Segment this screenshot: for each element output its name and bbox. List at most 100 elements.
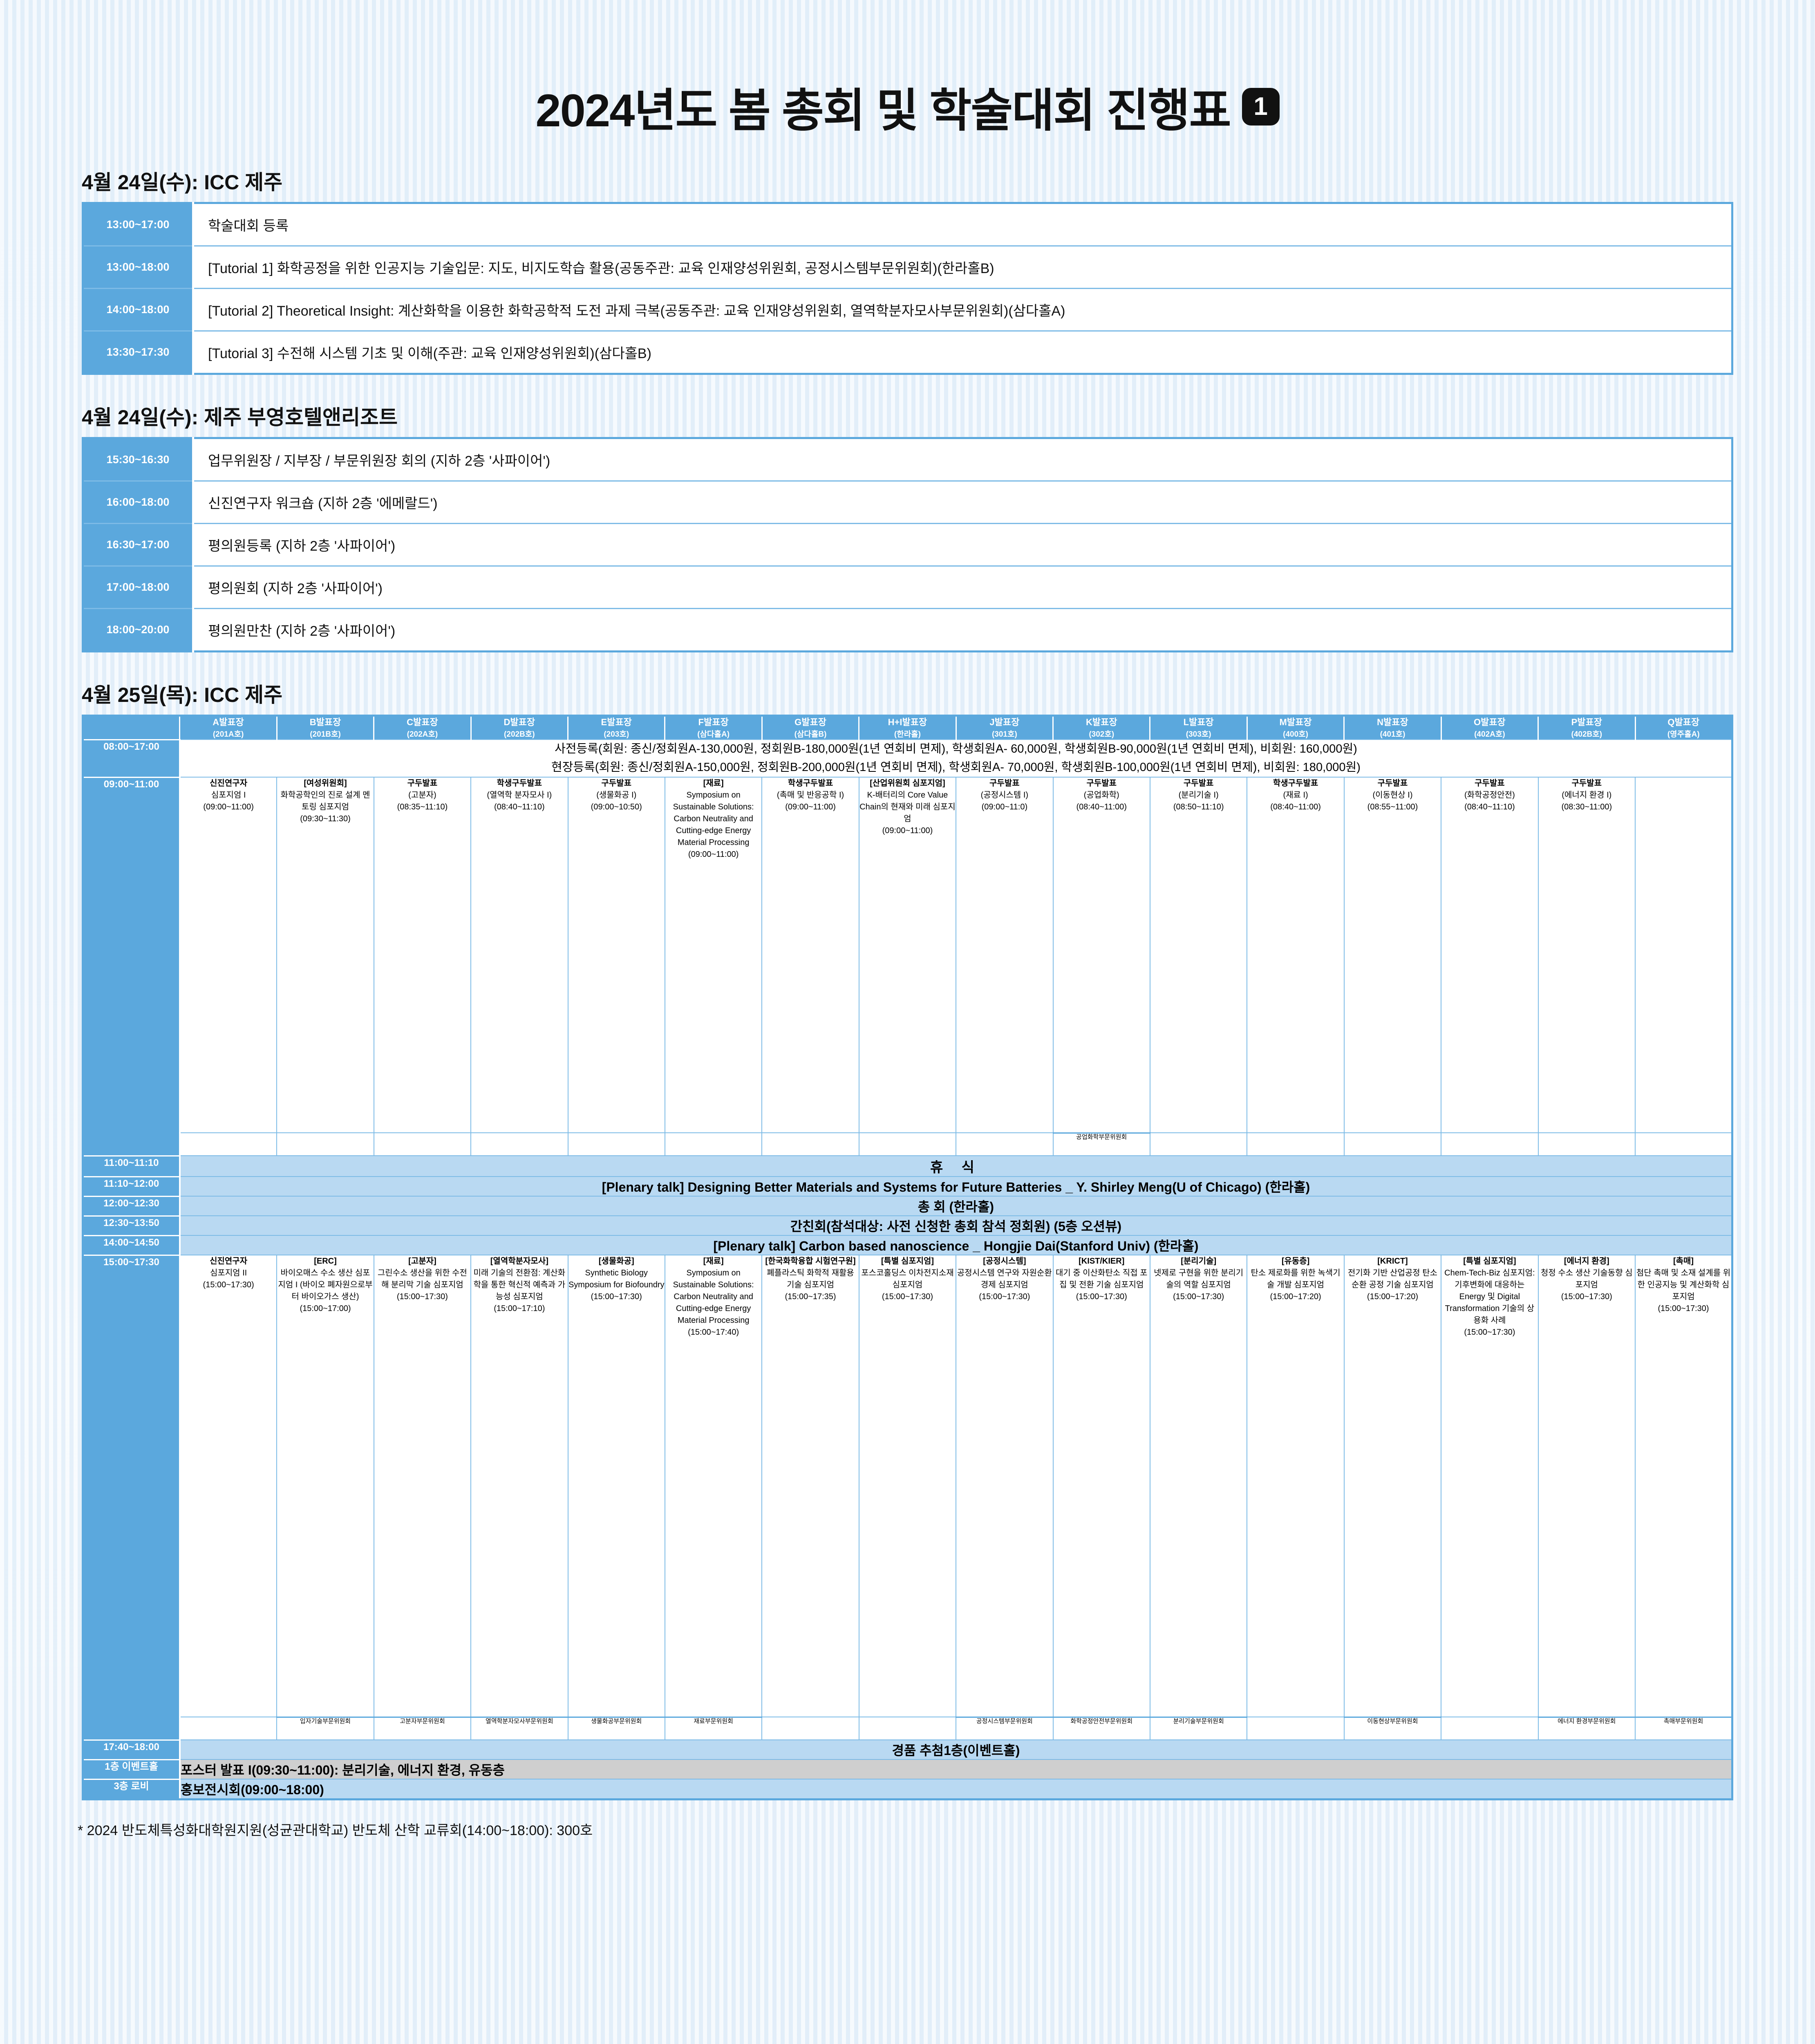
session-title: 공정시스템 연구와 자원순환 경제 심포지엄 <box>957 1269 1052 1290</box>
committee-label-13 <box>1343 1133 1442 1156</box>
row-time: 16:30~17:00 <box>83 523 194 567</box>
session-hours: (15:00~17:30) <box>1561 1292 1612 1302</box>
session-organizer: [공정시스템] <box>983 1257 1026 1266</box>
session-hours: (15:00~17:30) <box>1658 1304 1709 1313</box>
schedule-row: 15:30~16:30 업무위원장 / 지부장 / 부문위원장 회의 (지하 2층… <box>83 438 1732 482</box>
session-organizer: [특별 심포지엄] <box>1463 1257 1516 1266</box>
session-hours: (09:00~11:00) <box>688 850 739 859</box>
row-label-text: 총 회 (한라홀) <box>918 1199 994 1215</box>
column-header-14: O발표장 (402A호) <box>1440 715 1539 740</box>
session-organizer: 신진연구자 <box>210 1257 248 1266</box>
session-cell-5: [생물화공] Synthetic Biology Symposium for Bi… <box>567 1255 665 1718</box>
floor-content: 포스터 발표 I(09:30~11:00): 분리기술, 에너지 환경, 유동층 <box>179 1759 1733 1780</box>
hall-name: C발표장 <box>407 717 438 727</box>
floor-label: 3층 로비 <box>83 1778 181 1800</box>
committee-label-14 <box>1441 1717 1539 1741</box>
session-cell-13: 구두발표 (이동현상 I) (08:55~11:00) <box>1343 777 1442 1134</box>
committee-label-6: 재료부문위원회 <box>664 1716 763 1741</box>
session-organizer: [고분자] <box>408 1257 436 1266</box>
session-title: (열역학 분자모사 I) <box>487 791 552 800</box>
session-hours: (15:00~17:10) <box>494 1304 545 1313</box>
committee-label-11 <box>1149 1133 1248 1156</box>
row-time: 16:00~18:00 <box>83 481 194 524</box>
session-hours: (08:55~11:00) <box>1367 802 1418 812</box>
session-cell-15: [에너지 환경] 청정 수소 생산 기술동향 심포지엄 (15:00~17:30) <box>1537 1255 1636 1718</box>
session-organizer: 학생구두발표 <box>1273 779 1318 788</box>
row-time: 14:00~14:50 <box>83 1235 181 1256</box>
day1-icc-table: 13:00~17:00 학술대회 등록 13:00~18:00 [Tutorial 1… <box>82 202 1733 375</box>
session-cell-14: [특별 심포지엄] Chem-Tech-Biz 심포지엄: 기후변화에 대응하는 … <box>1441 1255 1539 1718</box>
session-cell-2: [ERC] 바이오매스 수소 생산 심포지엄 I (바이오 폐자원으로부터 바이오… <box>276 1255 374 1718</box>
room-number: (영주홀A) <box>1667 730 1700 739</box>
session-time: 15:00~17:30 <box>83 1254 181 1741</box>
room-number: (202B호) <box>504 730 535 739</box>
session-hours: (15:00~17:30) <box>396 1292 448 1302</box>
hall-name: O발표장 <box>1473 717 1506 727</box>
session-title: (촉매 및 반응공학 I) <box>777 791 844 800</box>
column-header-16: Q발표장 (영주홀A) <box>1634 715 1733 740</box>
room-number: (201A호) <box>213 730 244 739</box>
afternoon-session-row-committees: 입자기술부문위원회 고분자부문위원회 열역학분자모사부문위원회 생물화공부문위원회 재료… <box>83 1716 1733 1741</box>
grid-header-row: A발표장 (201A호) B발표장 (201B호) C발표장 (202A호) D발표장 (20… <box>82 715 1733 740</box>
session-organizer: [유동층] <box>1281 1257 1310 1266</box>
column-header-3: C발표장 (202A호) <box>373 715 472 740</box>
committee-label-10: 화학공정안전부문위원회 <box>1052 1716 1150 1741</box>
session-hours: (08:30~11:00) <box>1561 802 1612 812</box>
hall-name: B발표장 <box>309 717 341 727</box>
session-cell-3: [고분자] 그린수소 생산을 위한 수전해 분리막 기술 심포지엄 (15:00~1… <box>373 1255 472 1718</box>
row-description: [Tutorial 1] 화학공정을 위한 인공지능 기술입문: 지도, 비지도… <box>193 246 1732 289</box>
session-cell-1: 신진연구자 심포지엄 I (09:00~11:00) <box>179 777 278 1134</box>
column-header-11: L발표장 (303호) <box>1149 715 1248 740</box>
committee-label-5 <box>567 1133 665 1156</box>
room-number: (202A호) <box>407 730 438 739</box>
session-hours: (09:00~10:50) <box>591 802 642 812</box>
session-organizer: 구두발표 <box>1086 779 1117 788</box>
row-description: 업무위원장 / 지부장 / 부문위원장 회의 (지하 2층 '사파이어') <box>193 438 1732 482</box>
row-time: 13:00~18:00 <box>83 246 194 289</box>
committee-label-6 <box>664 1133 763 1156</box>
session-title: K-배터리의 Core Value Chain의 현재와 미래 심포지엄 <box>859 791 956 824</box>
session-cell-5: 구두발표 (생물화공 I) (09:00~10:50) <box>567 777 665 1134</box>
hall-name: F발표장 <box>698 717 729 727</box>
session-organizer: [ERC] <box>314 1257 337 1266</box>
column-header-9: J발표장 (301호) <box>955 715 1054 740</box>
room-number: (402A호) <box>1474 730 1505 739</box>
session-title: Chem-Tech-Biz 심포지엄: 기후변화에 대응하는 Energy 및 … <box>1444 1269 1535 1325</box>
committee-label-2 <box>276 1133 374 1156</box>
column-header-5: E발표장 (203호) <box>567 715 666 740</box>
column-header-1: A발표장 (201A호) <box>179 715 278 740</box>
session-cell-16: [촉매] 첨단 촉매 및 소재 설계를 위한 인공지능 및 계산화학 심포지엄 (1… <box>1635 1255 1733 1718</box>
section-heading: 4월 24일(수): ICC 제주 <box>82 171 283 194</box>
section-day1-hotel: 4월 24일(수): 제주 부영호텔앤리조트 15:30~16:30 업무위원장 … <box>0 401 1815 652</box>
prize-draw-row: 17:40~18:00 경품 추첨1층(이벤트홀) <box>83 1739 1733 1760</box>
row-time: 17:40~18:00 <box>83 1739 181 1760</box>
session-cell-15: 구두발표 (에너지 환경 I) (08:30~11:00) <box>1537 777 1636 1134</box>
section-day1-icc: 4월 24일(수): ICC 제주 13:00~17:00 학술대회 등록 13:0… <box>0 166 1815 375</box>
row-description: [Tutorial 2] Theoretical Insight: 계산화학을 … <box>193 288 1732 332</box>
committee-label-16: 촉매부문위원회 <box>1635 1716 1733 1741</box>
hall-name: K발표장 <box>1085 717 1117 727</box>
committee-label-3: 고분자부문위원회 <box>373 1716 472 1741</box>
committee-label-3 <box>373 1133 472 1156</box>
session-title: 그린수소 생산을 위한 수전해 분리막 기술 심포지엄 <box>377 1269 467 1290</box>
session-organizer: [KIST/KIER] <box>1079 1257 1125 1266</box>
session-title: (이동현상 I) <box>1372 791 1413 800</box>
session-organizer: [KRICT] <box>1377 1257 1408 1266</box>
session-organizer: 학생구두발표 <box>788 779 833 788</box>
row-description: [Tutorial 3] 수전해 시스템 기초 및 이해(주관: 교육 인재양성… <box>208 346 651 361</box>
session-cell-13: [KRICT] 전기화 기반 산업공정 탄소 순환 공정 기술 심포지엄 (15:0… <box>1343 1255 1442 1718</box>
column-header-8: H+I발표장 (한라홀) <box>858 715 957 740</box>
row-description: 평의원회 (지하 2층 '사파이어') <box>193 566 1732 609</box>
session-title: 포스코홀딩스 이차전지소재 심포지엄 <box>861 1269 954 1290</box>
schedule-row: 13:00~18:00 [Tutorial 1] 화학공정을 위한 인공지능 기술… <box>83 246 1732 289</box>
session-title: 심포지엄 II <box>210 1269 247 1278</box>
general-meeting-row: 12:00~12:30 총 회 (한라홀) <box>83 1195 1733 1217</box>
page-title: 2024년도 봄 총회 및 학술대회 진행표 <box>535 85 1231 136</box>
session-organizer: [생물화공] <box>598 1257 634 1266</box>
row-description: 신진연구자 워크숍 (지하 2층 '에메랄드') <box>193 481 1732 524</box>
room-number: (401호) <box>1380 730 1405 739</box>
session-title: (화학공정안전) <box>1464 791 1515 800</box>
committee-label-11: 분리기술부문위원회 <box>1149 1716 1248 1741</box>
time-column-header <box>82 715 181 740</box>
